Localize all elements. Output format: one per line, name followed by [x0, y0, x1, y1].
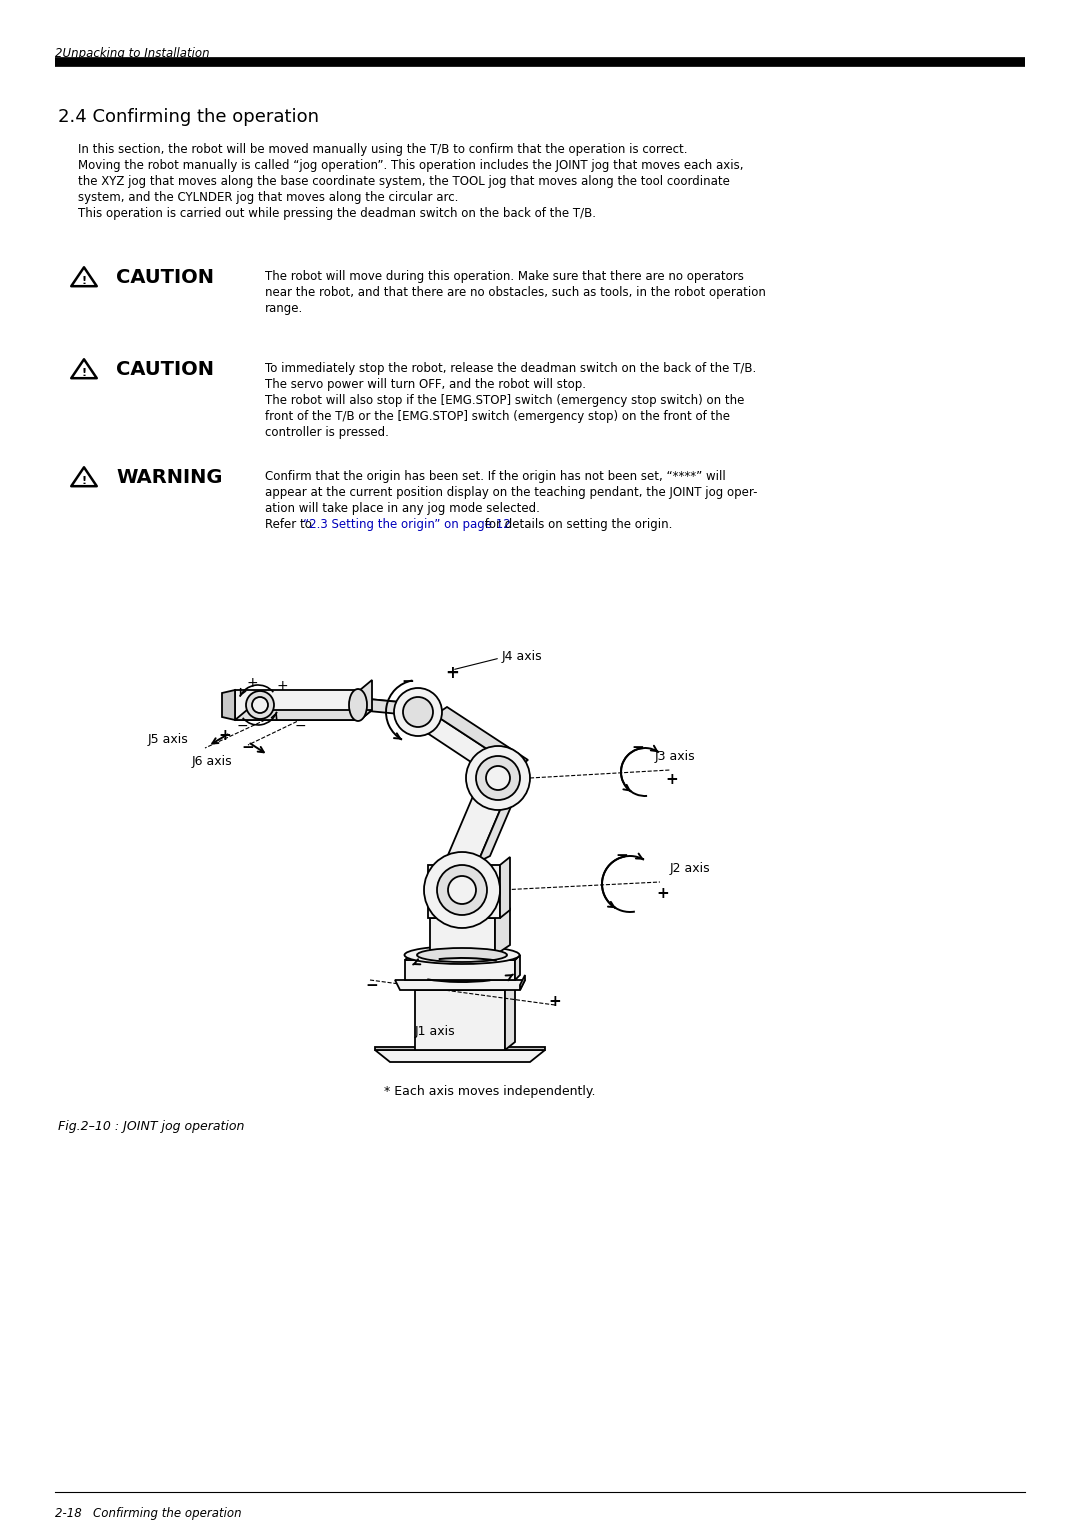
Polygon shape [500, 857, 510, 918]
Text: J4 axis: J4 axis [502, 649, 542, 663]
Text: +: + [218, 727, 231, 743]
Text: for details on setting the origin.: for details on setting the origin. [481, 518, 673, 532]
Circle shape [424, 853, 500, 927]
Text: system, and the CYLNDER jog that moves along the circular arc.: system, and the CYLNDER jog that moves a… [78, 191, 458, 205]
Polygon shape [495, 908, 510, 955]
Circle shape [476, 756, 519, 801]
Polygon shape [451, 775, 511, 863]
Text: front of the T/B or the [EMG.STOP] switch (emergency stop) on the front of the: front of the T/B or the [EMG.STOP] switc… [265, 410, 730, 423]
Text: Moving the robot manually is called “jog operation”. This operation includes the: Moving the robot manually is called “jog… [78, 159, 743, 173]
Text: Refer to: Refer to [265, 518, 315, 532]
Text: The servo power will turn OFF, and the robot will stop.: The servo power will turn OFF, and the r… [265, 377, 586, 391]
Text: near the robot, and that there are no obstacles, such as tools, in the robot ope: near the robot, and that there are no ob… [265, 286, 766, 299]
Text: −: − [294, 720, 306, 733]
Text: J5 axis: J5 axis [147, 733, 188, 746]
Polygon shape [515, 955, 519, 979]
Polygon shape [405, 960, 515, 979]
Text: −: − [237, 720, 247, 733]
Text: −: − [366, 978, 378, 993]
Circle shape [437, 865, 487, 915]
Ellipse shape [417, 947, 507, 963]
Text: range.: range. [265, 303, 303, 315]
Text: This operation is carried out while pressing the deadman switch on the back of t: This operation is carried out while pres… [78, 206, 596, 220]
Text: !: ! [81, 275, 86, 286]
Text: * Each axis moves independently.: * Each axis moves independently. [384, 1085, 596, 1099]
Text: +: + [246, 675, 258, 691]
Text: −: − [616, 848, 629, 862]
Ellipse shape [349, 689, 367, 721]
Polygon shape [405, 955, 519, 960]
Text: In this section, the robot will be moved manually using the T/B to confirm that : In this section, the robot will be moved… [78, 144, 688, 156]
Polygon shape [415, 983, 515, 990]
Polygon shape [400, 715, 516, 769]
Text: “2.3 Setting the origin” on page 12: “2.3 Setting the origin” on page 12 [303, 518, 511, 532]
Text: appear at the current position display on the teaching pendant, the JOINT jog op: appear at the current position display o… [265, 486, 757, 500]
Polygon shape [415, 990, 505, 1050]
Text: J2 axis: J2 axis [670, 862, 711, 876]
Text: +: + [665, 773, 678, 787]
Circle shape [448, 876, 476, 905]
Text: WARNING: WARNING [116, 468, 222, 487]
Text: −: − [402, 674, 415, 689]
Polygon shape [448, 773, 513, 865]
Text: +: + [276, 678, 287, 694]
Text: !: ! [81, 475, 86, 486]
Polygon shape [478, 769, 527, 862]
Text: J6 axis: J6 axis [191, 755, 232, 769]
Polygon shape [430, 918, 495, 955]
Polygon shape [430, 908, 510, 918]
Circle shape [486, 766, 510, 790]
Polygon shape [222, 691, 235, 720]
Text: controller is pressed.: controller is pressed. [265, 426, 389, 439]
Text: !: ! [81, 368, 86, 377]
Polygon shape [235, 691, 360, 720]
Polygon shape [445, 775, 515, 862]
Polygon shape [235, 711, 372, 720]
Text: 2-18   Confirming the operation: 2-18 Confirming the operation [55, 1507, 242, 1520]
Polygon shape [395, 979, 525, 990]
Circle shape [465, 746, 530, 810]
Text: 2.4 Confirming the operation: 2.4 Confirming the operation [58, 108, 319, 125]
Text: CAUTION: CAUTION [116, 267, 214, 287]
Ellipse shape [405, 946, 519, 964]
Polygon shape [435, 707, 528, 769]
Polygon shape [357, 698, 441, 718]
Text: +: + [549, 995, 562, 1010]
Text: Confirm that the origin has been set. If the origin has not been set, “****” wil: Confirm that the origin has been set. If… [265, 471, 726, 483]
Text: 2Unpacking to Installation: 2Unpacking to Installation [55, 47, 210, 60]
Text: CAUTION: CAUTION [116, 361, 214, 379]
Circle shape [252, 697, 268, 714]
Polygon shape [428, 865, 500, 918]
Text: The robot will also stop if the [EMG.STOP] switch (emergency stop switch) on the: The robot will also stop if the [EMG.STO… [265, 394, 744, 406]
Polygon shape [375, 1050, 545, 1062]
Text: +: + [445, 665, 459, 681]
Circle shape [246, 691, 274, 720]
Polygon shape [375, 1047, 545, 1050]
Circle shape [394, 688, 442, 736]
Polygon shape [505, 983, 515, 1050]
Polygon shape [519, 975, 525, 990]
Text: To immediately stop the robot, release the deadman switch on the back of the T/B: To immediately stop the robot, release t… [265, 362, 756, 374]
Polygon shape [360, 680, 372, 720]
Text: Fig.2–10 : JOINT jog operation: Fig.2–10 : JOINT jog operation [58, 1120, 244, 1132]
Text: The robot will move during this operation. Make sure that there are no operators: The robot will move during this operatio… [265, 270, 744, 283]
Text: J1 axis: J1 axis [415, 1025, 456, 1038]
Text: ation will take place in any jog mode selected.: ation will take place in any jog mode se… [265, 503, 540, 515]
Text: J3 axis: J3 axis [654, 750, 696, 762]
Polygon shape [312, 698, 441, 706]
Circle shape [403, 697, 433, 727]
Text: the XYZ jog that moves along the base coordinate system, the TOOL jog that moves: the XYZ jog that moves along the base co… [78, 176, 730, 188]
Text: −: − [242, 741, 255, 755]
Text: +: + [657, 886, 670, 900]
Text: −: − [632, 741, 645, 755]
